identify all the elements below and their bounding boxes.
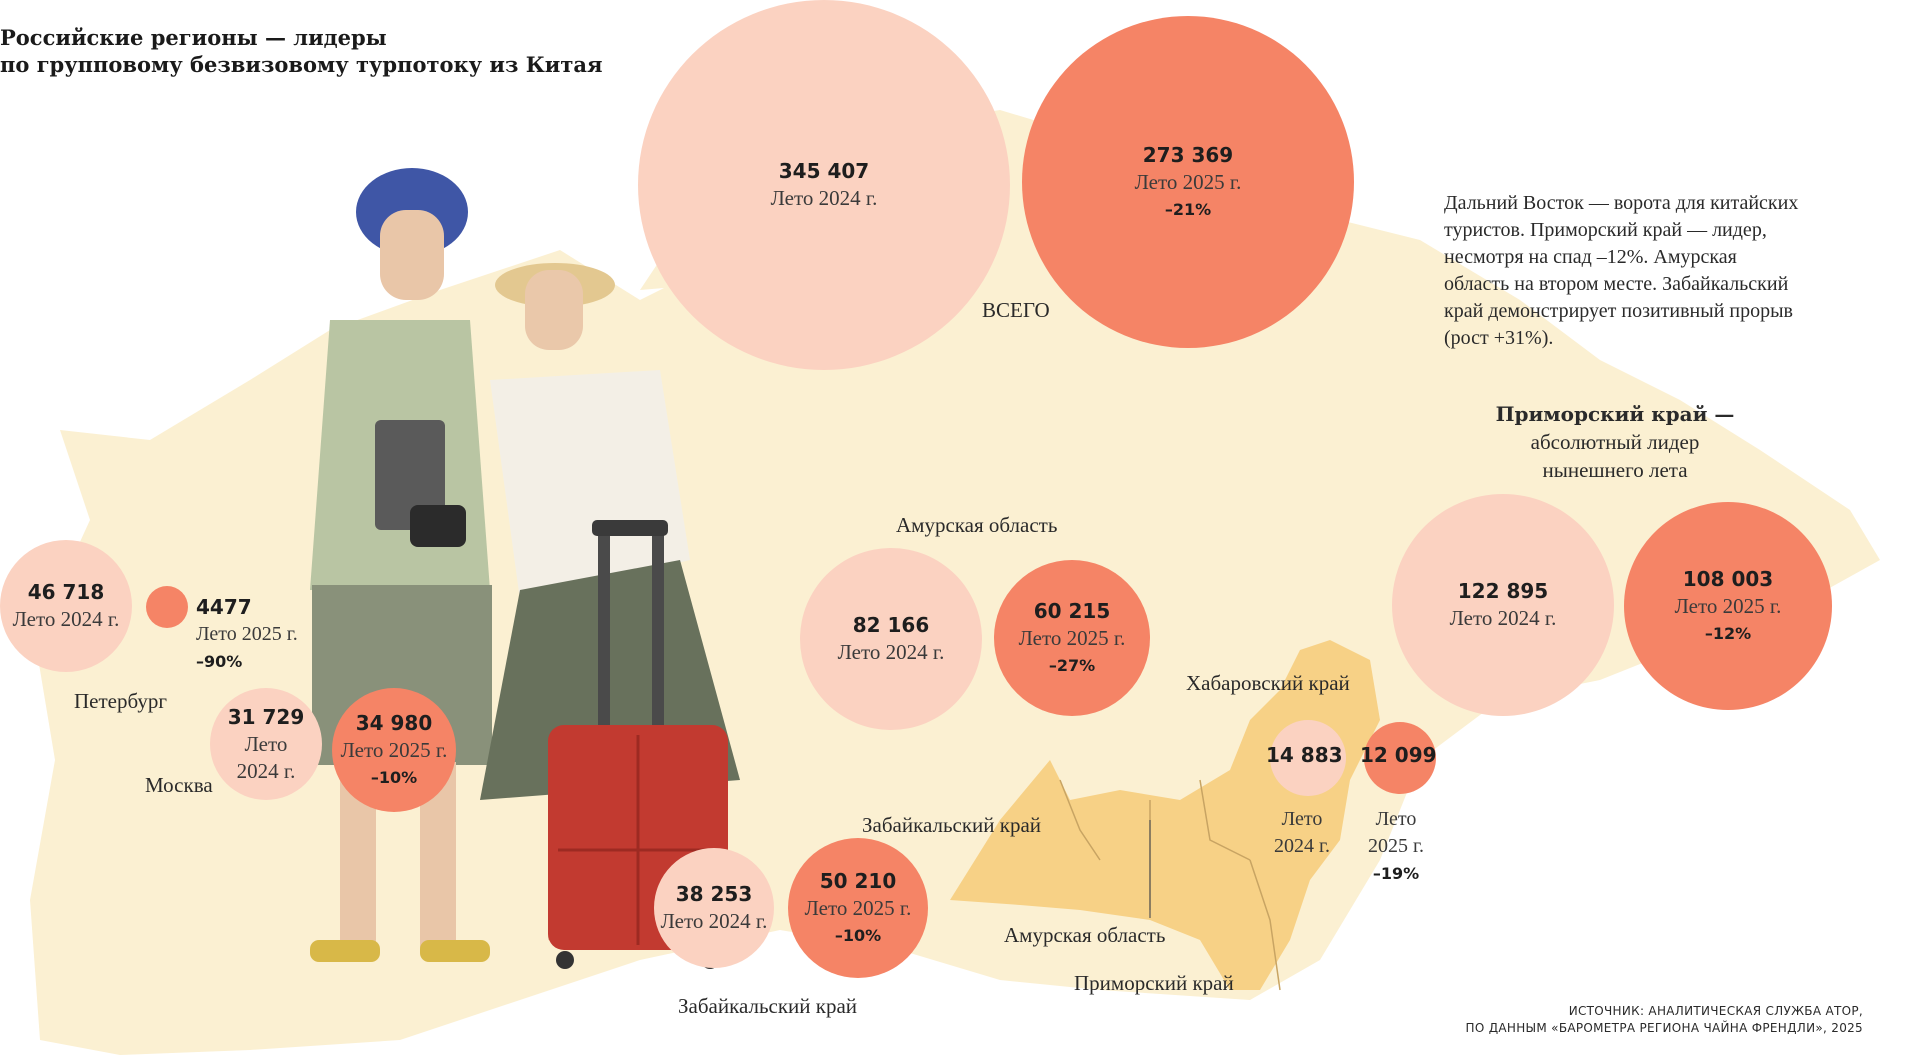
spb-2025-value: 4477 xyxy=(196,595,252,619)
label-amur: Амурская область xyxy=(896,513,1058,537)
description-line: Дальний Восток — ворота для китайских xyxy=(1444,192,1799,214)
bubble-spb-2024: 46 718 Лето 2024 г. xyxy=(0,540,132,672)
bubble-total-2024: 345 407 Лето 2024 г. xyxy=(638,0,1010,370)
map-label-primorsky: Приморский край xyxy=(1074,971,1234,995)
leader-callout-bold: Приморский край — xyxy=(1495,402,1735,426)
label-spb: Петербург xyxy=(74,689,167,713)
spb-2025-caption: 4477 Лето 2025 г. –90% xyxy=(196,594,298,675)
zabaikalsky-2025-period: Лето 2025 г. xyxy=(804,895,912,920)
khabarovsk-change: –19% xyxy=(1372,864,1420,883)
description-line: туристов. Приморский край — лидер, xyxy=(1444,219,1767,241)
spb-2024-period: Лето 2024 г. xyxy=(12,607,120,631)
bubble-primorsky-2024: 122 895 Лето 2024 г. xyxy=(1392,494,1614,716)
spb-change: –90% xyxy=(196,652,243,671)
primorsky-2025-period: Лето 2025 г. xyxy=(1674,593,1782,618)
amur-2025-value: 60 215 xyxy=(1033,598,1111,623)
amur-2024-value: 82 166 xyxy=(852,613,930,637)
total-2025-value: 273 369 xyxy=(1142,142,1234,167)
description-line: область на втором месте. Забайкальский xyxy=(1444,273,1789,295)
source-line2: ПО ДАННЫМ «БАРОМЕТРА РЕГИОНА ЧАЙНА ФРЕНД… xyxy=(1465,1021,1863,1035)
description-line: край демонстрирует позитивный прорыв xyxy=(1444,300,1793,322)
moscow-2025-period: Лето 2025 г. xyxy=(340,737,448,762)
description-line: (рост +31%). xyxy=(1444,327,1554,349)
bubble-moscow-2025: 34 980 Лето 2025 г. –10% xyxy=(332,688,456,812)
moscow-2024-value: 31 729 xyxy=(227,704,305,729)
description-text: Дальний Восток — ворота для китайских ту… xyxy=(1444,190,1864,352)
leader-callout: Приморский край — абсолютный лидер нынеш… xyxy=(1380,400,1850,484)
label-khabarovsk: Хабаровский край xyxy=(1186,671,1350,695)
map-label-amurskaya: Амурская область xyxy=(1004,923,1166,947)
chart-title-line2: по групповому безвизовому турпотоку из К… xyxy=(0,52,603,77)
source-line1: ИСТОЧНИК: АНАЛИТИЧЕСКАЯ СЛУЖБА АТОР, xyxy=(1568,1004,1863,1018)
total-2025-period: Лето 2025 г. xyxy=(1134,169,1242,194)
bubble-khabarovsk-2025 xyxy=(1364,722,1436,794)
description-line: несмотря на спад –12%. Амурская xyxy=(1444,246,1737,268)
khabarovsk-2024-summer: Лето xyxy=(1281,808,1323,830)
label-moscow: Москва xyxy=(145,773,213,797)
bubble-total-2025: 273 369 Лето 2025 г. –21% xyxy=(1022,16,1354,348)
khabarovsk-2025-value: 12 099 xyxy=(1360,743,1437,767)
moscow-2025-value: 34 980 xyxy=(355,710,433,735)
zabaikalsky-2024-period: Лето 2024 г. xyxy=(660,909,768,933)
zabaikalsky-2024-value: 38 253 xyxy=(675,882,753,906)
bubble-moscow-2024: 31 729 Лето 2024 г. xyxy=(210,688,322,800)
spb-2025-period: Лето 2025 г. xyxy=(196,623,298,645)
khabarovsk-2024-value: 14 883 xyxy=(1266,743,1343,767)
amur-2025-period: Лето 2025 г. xyxy=(1018,625,1126,650)
moscow-change: –10% xyxy=(370,767,418,787)
zabaikalsky-change: –10% xyxy=(834,925,882,945)
primorsky-change: –12% xyxy=(1704,623,1752,643)
khabarovsk-2024-value-cap: 14 883 xyxy=(1266,742,1343,770)
zabaikalsky-2025-value: 50 210 xyxy=(819,868,897,893)
far-east-highlight xyxy=(950,640,1380,990)
spb-2024-value: 46 718 xyxy=(27,580,105,604)
khabarovsk-2025-caption: Лето 2025 г. –19% xyxy=(1368,806,1424,887)
label-zabaikalsky-chart: Забайкальский край xyxy=(678,994,858,1018)
khabarovsk-2024-caption: Лето 2024 г. xyxy=(1274,806,1330,860)
khabarovsk-2024-year: 2024 г. xyxy=(1274,835,1330,857)
total-change: –21% xyxy=(1164,199,1212,219)
khabarovsk-2025-value-cap: 12 099 xyxy=(1360,742,1437,770)
khabarovsk-2025-year: 2025 г. xyxy=(1368,835,1424,857)
primorsky-2024-value: 122 895 xyxy=(1457,579,1549,603)
bubble-zabaikalsky-2024: 38 253 Лето 2024 г. xyxy=(654,848,774,968)
leader-callout-line2: абсолютный лидер xyxy=(1530,430,1700,454)
total-2024-period: Лето 2024 г. xyxy=(770,186,878,210)
moscow-2024-year: 2024 г. xyxy=(236,758,296,783)
bubble-primorsky-2025: 108 003 Лето 2025 г. –12% xyxy=(1624,502,1832,710)
bubble-amur-2025: 60 215 Лето 2025 г. –27% xyxy=(994,560,1150,716)
total-2024-value: 345 407 xyxy=(778,159,870,183)
bubble-spb-2025 xyxy=(146,586,188,628)
moscow-2024-summer: Лето xyxy=(244,731,288,756)
chart-title-line1: Российские регионы — лидеры xyxy=(0,25,387,50)
bubble-amur-2024: 82 166 Лето 2024 г. xyxy=(800,548,982,730)
primorsky-2024-period: Лето 2024 г. xyxy=(1449,606,1557,630)
source-note: ИСТОЧНИК: АНАЛИТИЧЕСКАЯ СЛУЖБА АТОР, ПО … xyxy=(1466,1003,1863,1037)
primorsky-2025-value: 108 003 xyxy=(1682,566,1774,591)
leader-callout-line3: нынешнего лета xyxy=(1542,458,1688,482)
bubble-khabarovsk-2024 xyxy=(1270,720,1346,796)
label-total: ВСЕГО xyxy=(982,298,1050,322)
amur-change: –27% xyxy=(1048,655,1096,675)
chart-title: Российские регионы — лидеры по групповом… xyxy=(0,24,603,78)
map-label-zabaikalsky: Забайкальский край xyxy=(862,813,1042,837)
amur-2024-period: Лето 2024 г. xyxy=(837,640,945,664)
khabarovsk-2025-summer: Лето xyxy=(1375,808,1417,830)
bubble-zabaikalsky-2025: 50 210 Лето 2025 г. –10% xyxy=(788,838,928,978)
